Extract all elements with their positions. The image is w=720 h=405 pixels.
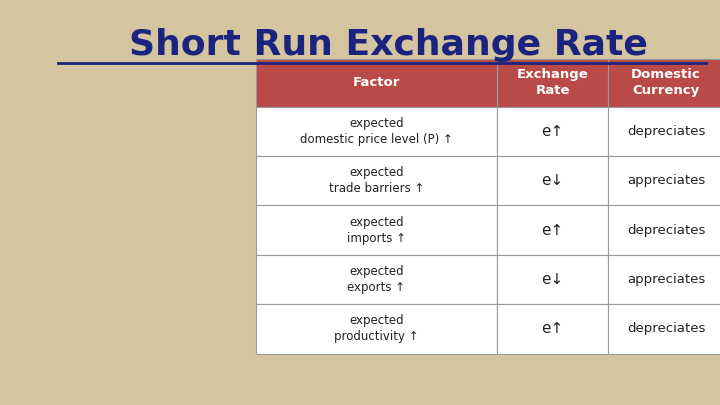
Text: depreciates: depreciates [627,125,705,138]
Text: expected
productivity ↑: expected productivity ↑ [334,314,418,343]
Bar [497,304,608,354]
Text: e↑: e↑ [541,124,564,139]
Bar [608,304,720,354]
Text: e↑: e↑ [541,321,564,337]
Text: expected
imports ↑: expected imports ↑ [347,215,405,245]
Bar [608,59,720,107]
Bar [256,255,497,304]
Bar [497,156,608,205]
Text: Factor: Factor [353,76,400,89]
Text: expected
exports ↑: expected exports ↑ [347,265,405,294]
Bar [608,255,720,304]
Text: appreciates: appreciates [627,174,705,187]
Text: depreciates: depreciates [627,224,705,237]
Bar [256,59,497,107]
Bar [256,107,497,156]
Text: depreciates: depreciates [627,322,705,335]
Text: expected
trade barriers ↑: expected trade barriers ↑ [328,166,424,195]
Text: e↓: e↓ [541,173,564,188]
Text: Exchange
Rate: Exchange Rate [517,68,588,97]
Bar [256,304,497,354]
Bar [608,156,720,205]
Bar [497,205,608,255]
Bar [608,107,720,156]
Text: e↓: e↓ [541,272,564,287]
Bar [256,205,497,255]
Text: e↑: e↑ [541,222,564,238]
Text: expected
domestic price level (P) ↑: expected domestic price level (P) ↑ [300,117,453,146]
Bar [256,156,497,205]
Text: Short Run Exchange Rate: Short Run Exchange Rate [130,28,648,62]
Bar [497,59,608,107]
Bar [497,107,608,156]
Text: appreciates: appreciates [627,273,705,286]
Text: Domestic
Currency: Domestic Currency [631,68,701,97]
Bar [497,255,608,304]
Bar [608,205,720,255]
